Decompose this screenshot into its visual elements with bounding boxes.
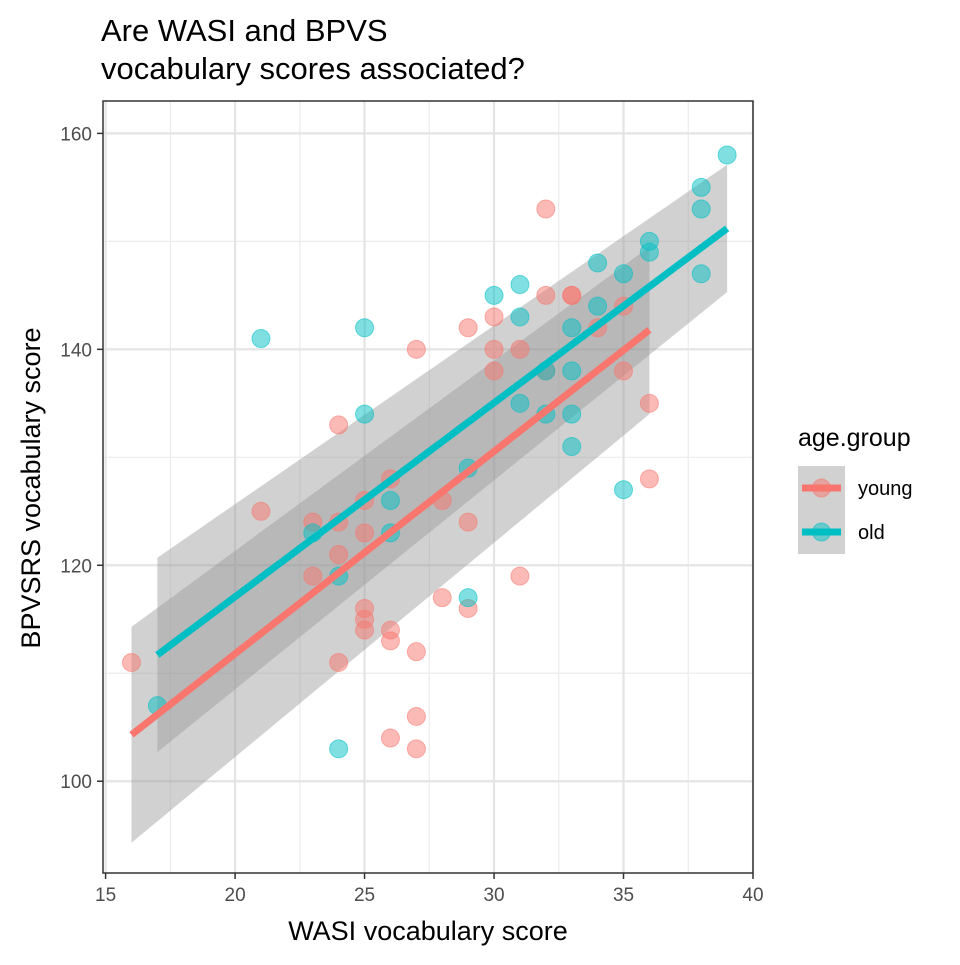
data-point-old: [691, 264, 711, 284]
data-point-young: [329, 415, 349, 435]
data-point-old: [510, 393, 530, 413]
data-point-young: [639, 393, 659, 413]
data-point-old: [562, 437, 582, 457]
x-tick-label: 35: [613, 885, 634, 906]
x-tick-label: 40: [742, 885, 763, 906]
data-point-old: [691, 177, 711, 197]
y-tick-label: 160: [60, 124, 92, 145]
data-point-young: [639, 469, 659, 489]
chart-title-line-1: Are WASI and BPVS: [101, 13, 388, 48]
data-point-old: [614, 264, 634, 284]
data-point-young: [484, 339, 504, 359]
data-point-old: [614, 480, 634, 500]
data-point-young: [406, 706, 426, 726]
data-point-young: [562, 285, 582, 305]
data-point-old: [717, 145, 737, 165]
data-point-old: [329, 739, 349, 759]
y-axis-title: BPVSRS vocabulary score: [16, 327, 46, 648]
data-point-young: [536, 199, 556, 219]
legend-label-young: young: [858, 478, 913, 500]
y-tick-label: 120: [60, 556, 92, 577]
trend-line-young: [129, 327, 652, 738]
trend-line-old: [155, 225, 730, 658]
data-point-old: [355, 318, 375, 338]
legend-title: age.group: [798, 424, 911, 452]
data-point-young: [614, 361, 634, 381]
data-point-old: [510, 275, 530, 295]
data-point-young: [458, 318, 478, 338]
x-tick-label: 15: [95, 885, 116, 906]
data-point-young: [380, 631, 400, 651]
x-tick-label: 30: [483, 885, 504, 906]
data-point-young: [432, 588, 452, 608]
data-point-young: [303, 566, 323, 586]
data-point-old: [562, 404, 582, 424]
data-point-young: [355, 620, 375, 640]
data-point-young: [251, 501, 271, 521]
x-tick-label: 25: [354, 885, 375, 906]
data-point-old: [484, 285, 504, 305]
data-point-young: [458, 512, 478, 532]
data-point-old: [251, 329, 271, 349]
data-point-young: [406, 339, 426, 359]
data-point-old: [639, 242, 659, 262]
data-point-young: [329, 544, 349, 564]
x-tick-label: 20: [225, 885, 246, 906]
y-tick-label: 140: [60, 340, 92, 361]
data-point-old: [691, 199, 711, 219]
x-axis-title: WASI vocabulary score: [288, 916, 568, 946]
data-point-old: [588, 253, 608, 273]
data-point-old: [588, 296, 608, 316]
data-point-old: [380, 490, 400, 510]
data-point-young: [355, 523, 375, 543]
data-point-old: [458, 588, 478, 608]
legend: age.group young old: [798, 424, 913, 554]
plot-panel: [102, 100, 755, 874]
data-point-young: [484, 307, 504, 327]
legend-key-point-young: [812, 478, 831, 498]
data-point-young: [380, 728, 400, 748]
panel-border: [102, 100, 754, 874]
data-point-old: [562, 318, 582, 338]
data-point-young: [121, 652, 141, 672]
data-point-young: [406, 642, 426, 662]
data-point-old: [562, 361, 582, 381]
legend-label-old: old: [858, 522, 885, 544]
data-point-young: [510, 566, 530, 586]
chart-title-line-2: vocabulary scores associated?: [101, 51, 525, 86]
data-point-young: [329, 652, 349, 672]
data-point-old: [510, 307, 530, 327]
data-point-young: [536, 285, 556, 305]
data-point-young: [510, 339, 530, 359]
y-tick-label: 100: [60, 772, 92, 793]
data-point-old: [355, 404, 375, 424]
data-point-young: [406, 739, 426, 759]
data-point-young: [484, 361, 504, 381]
legend-key-point-old: [812, 522, 831, 542]
